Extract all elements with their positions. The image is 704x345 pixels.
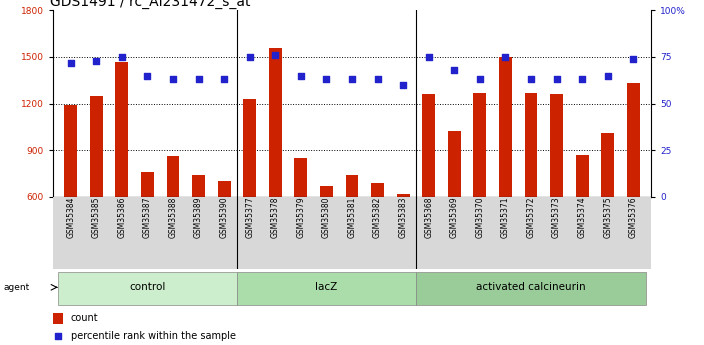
Bar bbox=[371, 183, 384, 197]
Bar bbox=[53, 313, 63, 324]
Bar bbox=[576, 155, 589, 197]
Text: lacZ: lacZ bbox=[315, 282, 337, 292]
Bar bbox=[346, 175, 358, 197]
Bar bbox=[551, 94, 563, 197]
Text: GSM35386: GSM35386 bbox=[118, 197, 126, 238]
Point bbox=[346, 77, 358, 82]
Point bbox=[372, 77, 383, 82]
Bar bbox=[192, 175, 205, 197]
FancyBboxPatch shape bbox=[416, 272, 646, 305]
Bar bbox=[218, 181, 230, 197]
Text: GSM35381: GSM35381 bbox=[348, 197, 356, 238]
Text: GSM35371: GSM35371 bbox=[501, 197, 510, 238]
Point bbox=[116, 54, 127, 60]
Text: GSM35384: GSM35384 bbox=[66, 197, 75, 238]
Text: agent: agent bbox=[4, 283, 30, 292]
Text: GSM35390: GSM35390 bbox=[220, 197, 229, 238]
Text: GSM35373: GSM35373 bbox=[552, 197, 561, 238]
Text: GSM35379: GSM35379 bbox=[296, 197, 306, 238]
Point bbox=[53, 333, 64, 338]
Text: GDS1491 / rc_AI231472_s_at: GDS1491 / rc_AI231472_s_at bbox=[50, 0, 251, 9]
Point bbox=[577, 77, 588, 82]
Text: activated calcineurin: activated calcineurin bbox=[476, 282, 586, 292]
Point bbox=[423, 54, 434, 60]
Text: GSM35375: GSM35375 bbox=[603, 197, 612, 238]
FancyBboxPatch shape bbox=[58, 272, 237, 305]
Text: GSM35370: GSM35370 bbox=[475, 197, 484, 238]
Text: GSM35388: GSM35388 bbox=[168, 197, 177, 238]
FancyBboxPatch shape bbox=[237, 272, 416, 305]
Text: GSM35389: GSM35389 bbox=[194, 197, 203, 238]
Text: GSM35385: GSM35385 bbox=[92, 197, 101, 238]
Bar bbox=[269, 48, 282, 197]
Point bbox=[628, 56, 639, 61]
Text: GSM35380: GSM35380 bbox=[322, 197, 331, 238]
Bar bbox=[244, 99, 256, 197]
Point bbox=[193, 77, 204, 82]
Bar bbox=[499, 57, 512, 197]
Point bbox=[474, 77, 486, 82]
Point bbox=[65, 60, 76, 65]
Text: GSM35372: GSM35372 bbox=[527, 197, 536, 238]
Point bbox=[602, 73, 613, 78]
Point bbox=[218, 77, 230, 82]
Bar bbox=[448, 131, 460, 197]
Point bbox=[551, 77, 562, 82]
Point bbox=[295, 73, 306, 78]
Text: GSM35376: GSM35376 bbox=[629, 197, 638, 238]
Text: GSM35377: GSM35377 bbox=[245, 197, 254, 238]
Text: GSM35382: GSM35382 bbox=[373, 197, 382, 238]
Text: count: count bbox=[70, 314, 99, 323]
Bar bbox=[64, 105, 77, 197]
Text: GSM35378: GSM35378 bbox=[271, 197, 279, 238]
Text: GSM35383: GSM35383 bbox=[398, 197, 408, 238]
Bar bbox=[115, 61, 128, 197]
Point bbox=[525, 77, 536, 82]
Point bbox=[244, 54, 256, 60]
Point bbox=[321, 77, 332, 82]
Bar bbox=[141, 172, 153, 197]
Point bbox=[91, 58, 102, 63]
Bar bbox=[294, 158, 307, 197]
Bar bbox=[90, 96, 103, 197]
Text: GSM35387: GSM35387 bbox=[143, 197, 152, 238]
Text: GSM35374: GSM35374 bbox=[578, 197, 586, 238]
Point bbox=[448, 67, 460, 73]
Bar bbox=[397, 194, 410, 197]
Bar bbox=[474, 92, 486, 197]
Bar bbox=[627, 83, 640, 197]
Bar bbox=[167, 156, 180, 197]
Text: percentile rank within the sample: percentile rank within the sample bbox=[70, 331, 236, 341]
Point bbox=[270, 52, 281, 58]
Text: GSM35369: GSM35369 bbox=[450, 197, 459, 238]
Point bbox=[168, 77, 179, 82]
Bar bbox=[601, 133, 614, 197]
Bar bbox=[422, 94, 435, 197]
Text: GSM35368: GSM35368 bbox=[425, 197, 433, 238]
Text: control: control bbox=[130, 282, 165, 292]
Bar bbox=[524, 92, 537, 197]
Point bbox=[398, 82, 409, 88]
Bar bbox=[320, 186, 333, 197]
Point bbox=[142, 73, 153, 78]
Point bbox=[500, 54, 511, 60]
